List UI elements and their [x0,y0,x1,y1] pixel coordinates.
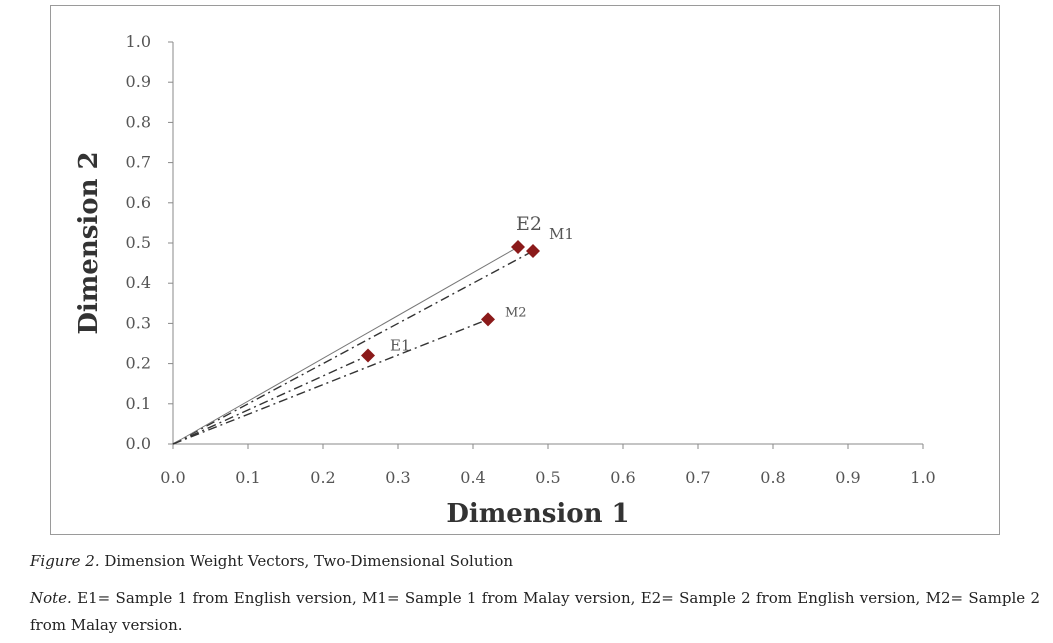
y-tick-label: 0.3 [126,313,151,332]
x-tick-label: 0.2 [310,468,335,487]
y-tick-label: 0.5 [126,233,151,252]
point-marker-m1 [526,244,540,259]
figure-caption-text: Dimension Weight Vectors, Two-Dimensiona… [104,552,514,570]
figure-caption-label: Figure 2. [30,552,100,570]
figure-note-label: Note. [30,589,72,607]
chart-frame: 0.0 0.1 0.2 0.3 0.4 0.5 0.6 0.7 0.8 0.9 1.0 0.0 0.1 0… [50,5,1000,535]
point-label-m2: M2 [505,305,527,320]
point-marker-m2 [481,312,495,327]
y-tick-label: 0.2 [126,354,151,373]
y-tick-label: 0.9 [126,72,151,91]
chart-plot: 0.0 0.1 0.2 0.3 0.4 0.5 0.6 0.7 0.8 0.9 1.0 0.0 0.1 0… [74,32,936,529]
x-tick-label: 0.7 [685,468,710,487]
y-tick-label: 0.8 [126,112,151,131]
y-tick-label: 1.0 [126,32,151,51]
point-label-e2: E2 [516,213,542,235]
y-tick-label: 0.7 [126,153,151,172]
y-tick-label: 0.0 [126,434,151,453]
x-tick-label: 0.0 [160,468,185,487]
x-tick-label: 0.8 [760,468,785,487]
x-tick-label: 0.3 [385,468,410,487]
figure-caption: Figure 2. Dimension Weight Vectors, Two-… [30,552,513,570]
x-tick-label: 0.9 [835,468,860,487]
x-tick-label: 0.5 [535,468,560,487]
y-tick-label: 0.6 [126,193,151,212]
x-tick-label: 1.0 [910,468,935,487]
vector-line-m2 [172,318,489,445]
figure-note: Note. E1= Sample 1 from English version,… [30,585,1040,639]
y-axis-title: Dimension 2 [74,151,104,334]
figure-note-text: E1= Sample 1 from English version, M1= S… [30,589,1040,634]
vector-line-e1 [172,354,369,445]
vector-line-e2 [172,246,519,445]
point-label-m1: M1 [549,225,574,243]
x-axis-title: Dimension 1 [446,499,629,529]
point-label-e1: E1 [390,337,411,355]
vector-line-m1 [172,250,534,445]
y-tick-label: 0.1 [126,394,151,413]
x-tick-label: 0.1 [235,468,260,487]
point-marker-e2 [511,240,525,255]
x-tick-label: 0.4 [460,468,485,487]
x-tick-label: 0.6 [610,468,635,487]
y-tick-label: 0.4 [126,273,151,292]
point-marker-e1 [361,348,375,363]
